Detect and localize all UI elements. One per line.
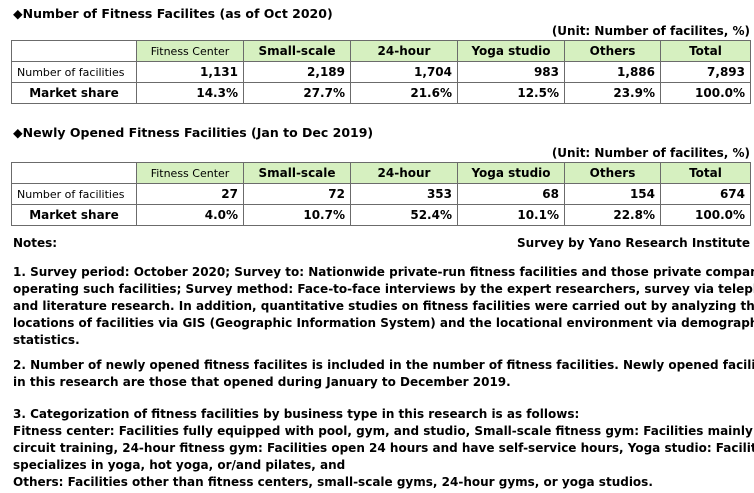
note-2: 2. Number of newly opened fitness facili… [13, 357, 754, 391]
table1-title: ◆Number of Fitness Facilites (as of Oct … [13, 6, 333, 21]
column-header: Others [564, 40, 661, 62]
row-label: Number of facilities [11, 183, 137, 205]
table2-unit: (Unit: Number of facilites, %) [551, 146, 750, 160]
table-cell: 14.3% [136, 82, 244, 104]
table-cell: 1,131 [136, 61, 244, 83]
note-line: 2. Number of newly opened fitness facili… [13, 358, 754, 372]
note-line: Others: Facilities other than fitness ce… [13, 475, 653, 489]
column-header: Small-scale [243, 162, 351, 184]
note-line: circuit training, 24-hour fitness gym: F… [13, 441, 754, 455]
table-cell: 353 [350, 183, 458, 205]
column-header: Yoga studio [457, 40, 565, 62]
note-line: Fitness center: Facilities fully equippe… [13, 424, 754, 438]
table-header-row: Fitness Center Small-scale 24-hour Yoga … [11, 40, 751, 62]
table-cell: 10.1% [457, 204, 565, 226]
note-3: 3. Categorization of fitness facilities … [13, 406, 754, 491]
column-header: Yoga studio [457, 162, 565, 184]
note-1: 1. Survey period: October 2020; Survey t… [13, 264, 754, 349]
table-cell: 23.9% [564, 82, 661, 104]
table-cell: 52.4% [350, 204, 458, 226]
note-line: 1. Survey period: October 2020; Survey t… [13, 265, 754, 279]
row-label: Market share [11, 204, 137, 226]
table-cell: 1,704 [350, 61, 458, 83]
table-cell: 100.0% [660, 204, 751, 226]
column-header: Total [660, 162, 751, 184]
table-cell: 12.5% [457, 82, 565, 104]
row-label: Number of facilities [11, 61, 137, 83]
column-header: 24-hour [350, 162, 458, 184]
note-line: specializes in yoga, hot yoga, or/and pi… [13, 458, 346, 472]
table1-unit: (Unit: Number of facilites, %) [551, 24, 750, 38]
table-row: Number of facilities 27 72 353 68 154 67… [11, 183, 751, 205]
table-cell: 4.0% [136, 204, 244, 226]
table-cell: 68 [457, 183, 565, 205]
note-line: and literature research. In addition, qu… [13, 299, 754, 313]
table-corner-cell [11, 162, 137, 184]
table-cell: 154 [564, 183, 661, 205]
notes-title: Notes: [13, 236, 58, 250]
row-label: Market share [11, 82, 137, 104]
fitness-facilities-table: Fitness Center Small-scale 24-hour Yoga … [11, 40, 751, 104]
newly-opened-facilities-table: Fitness Center Small-scale 24-hour Yoga … [11, 162, 751, 226]
column-header: Fitness Center [136, 162, 244, 184]
note-line: 3. Categorization of fitness facilities … [13, 407, 580, 421]
note-line: statistics. [13, 333, 80, 347]
table-cell: 674 [660, 183, 751, 205]
table-row: Number of facilities 1,131 2,189 1,704 9… [11, 61, 751, 83]
table-cell: 1,886 [564, 61, 661, 83]
note-line: operating such facilities; Survey method… [13, 282, 754, 296]
column-header: Small-scale [243, 40, 351, 62]
table2-title: ◆Newly Opened Fitness Facilities (Jan to… [13, 125, 374, 140]
table-corner-cell [11, 40, 137, 62]
table-cell: 72 [243, 183, 351, 205]
table-cell: 983 [457, 61, 565, 83]
table-cell: 27 [136, 183, 244, 205]
table-header-row: Fitness Center Small-scale 24-hour Yoga … [11, 162, 751, 184]
table-row: Market share 14.3% 27.7% 21.6% 12.5% 23.… [11, 82, 751, 104]
table-cell: 21.6% [350, 82, 458, 104]
column-header: 24-hour [350, 40, 458, 62]
table-cell: 2,189 [243, 61, 351, 83]
column-header: Total [660, 40, 751, 62]
column-header: Others [564, 162, 661, 184]
table-cell: 27.7% [243, 82, 351, 104]
table-cell: 10.7% [243, 204, 351, 226]
table-cell: 7,893 [660, 61, 751, 83]
column-header: Fitness Center [136, 40, 244, 62]
note-line: locations of facilities via GIS (Geograp… [13, 316, 754, 330]
table-cell: 22.8% [564, 204, 661, 226]
table-row: Market share 4.0% 10.7% 52.4% 10.1% 22.8… [11, 204, 751, 226]
source-credit: Survey by Yano Research Institute [517, 236, 750, 250]
table-cell: 100.0% [660, 82, 751, 104]
note-line: in this research are those that opened d… [13, 375, 511, 389]
